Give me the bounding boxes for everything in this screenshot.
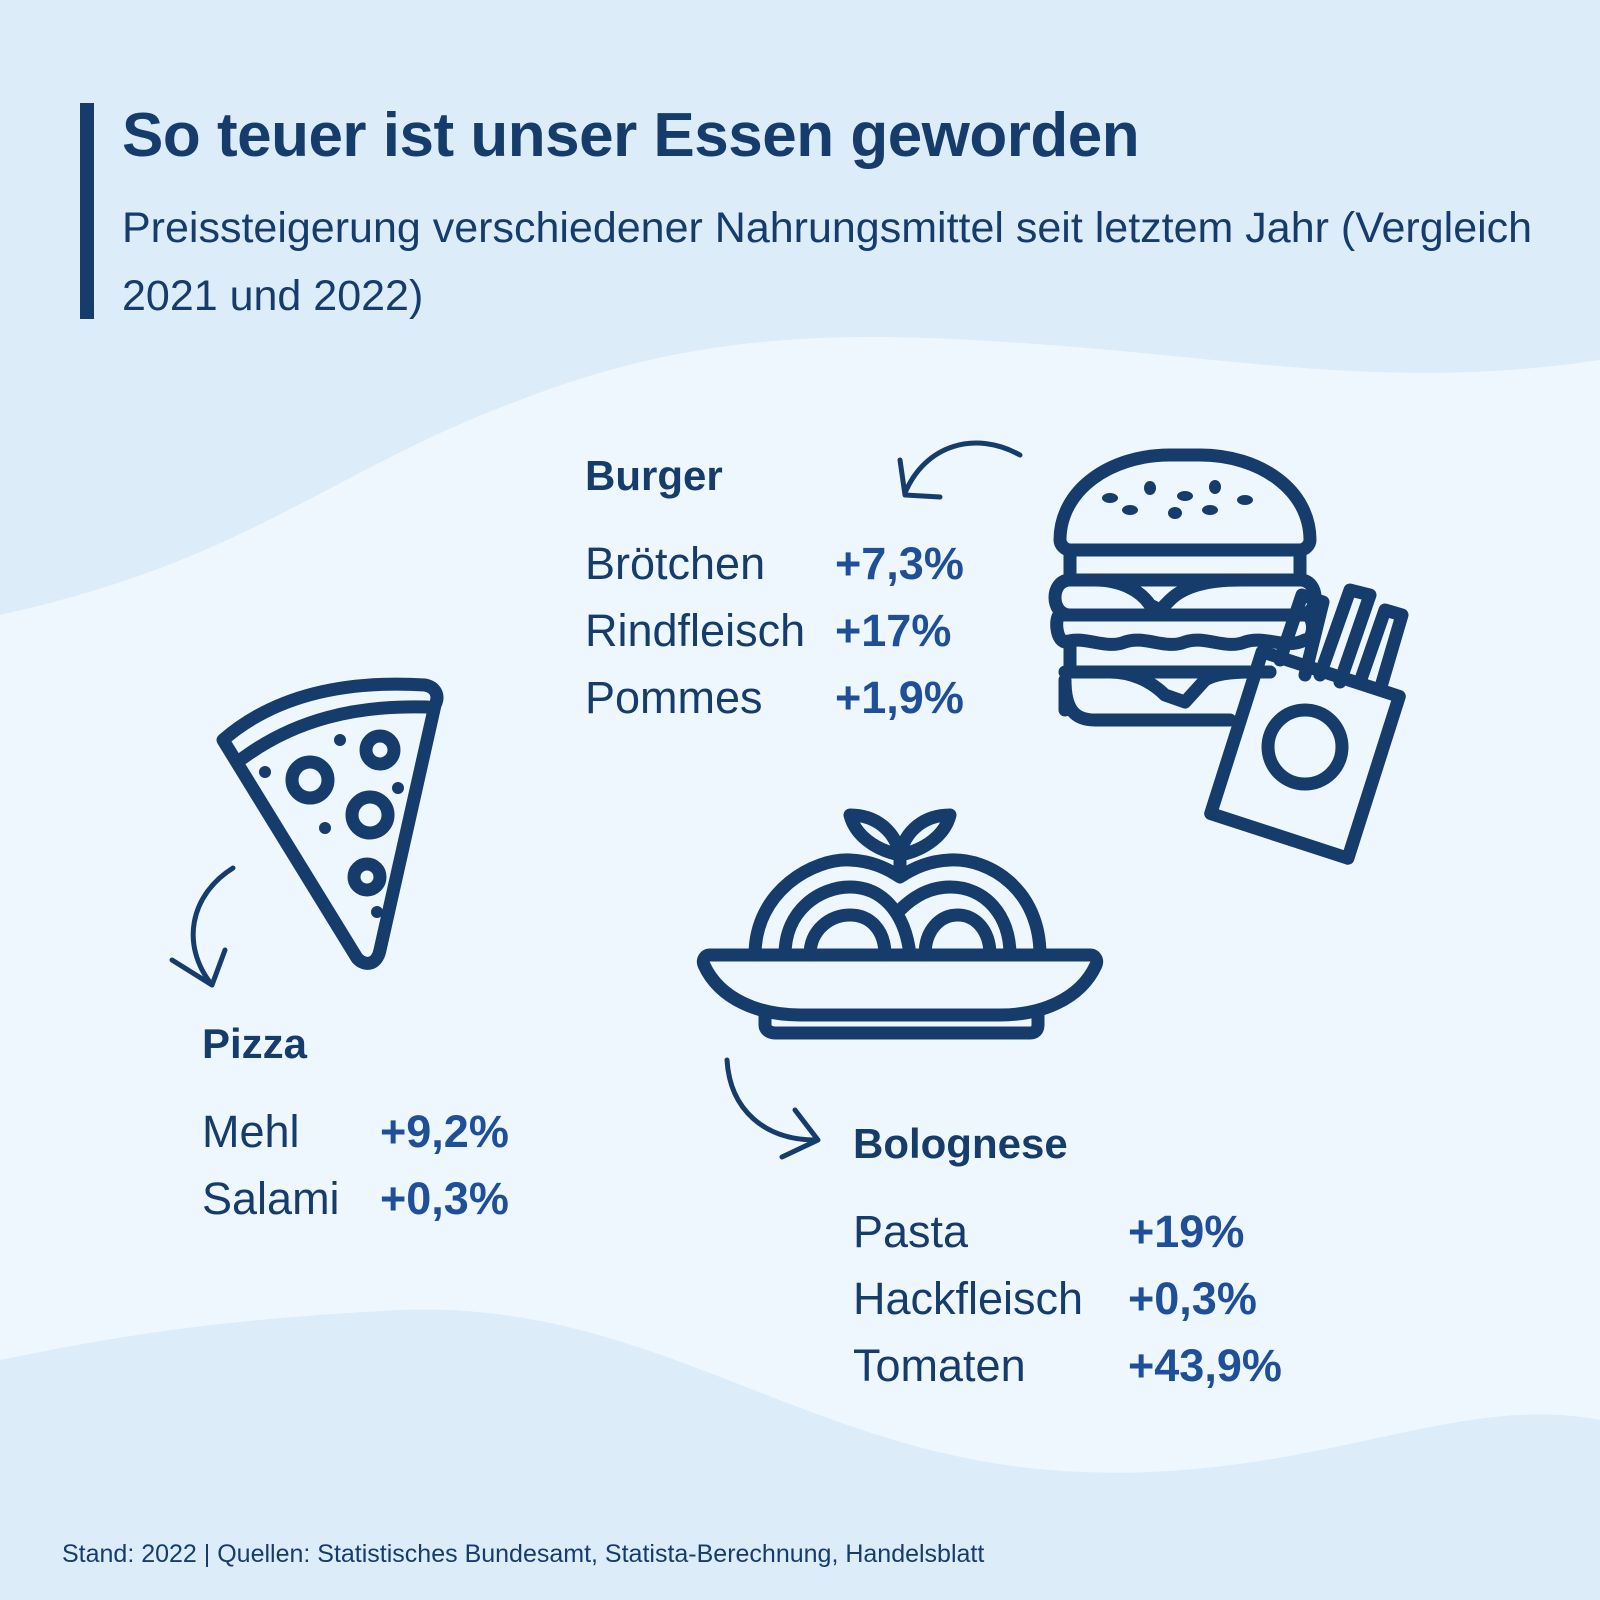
arrow-pizza-icon (169, 865, 236, 988)
page-title: So teuer ist unser Essen geworden (122, 101, 1140, 170)
item-value: +1,9% (835, 671, 964, 723)
source-footer: Stand: 2022 | Quellen: Statistisches Bun… (62, 1540, 985, 1568)
item-label: Mehl (202, 1105, 300, 1157)
list-item: Pasta +19% (853, 1198, 1282, 1265)
list-item: Rindfleisch +17% (585, 597, 964, 664)
item-value: +17% (835, 604, 952, 656)
item-value: +0,3% (1128, 1272, 1257, 1324)
item-label: Pasta (853, 1205, 969, 1257)
arrow-bolognese-icon (724, 1057, 821, 1160)
item-label: Hackfleisch (853, 1272, 1084, 1324)
item-value: +43,9% (1128, 1339, 1282, 1391)
item-value: +7,3% (835, 537, 964, 589)
item-label: Tomaten (853, 1339, 1026, 1391)
bolognese-list: Pasta +19% Hackfleisch +0,3% Tomaten +43,9% (853, 1198, 1282, 1399)
item-label: Rindfleisch (585, 604, 806, 656)
arrow-burger-icon (897, 440, 1023, 500)
item-label: Brötchen (585, 537, 766, 589)
item-label: Pommes (585, 671, 763, 723)
item-value: +9,2% (380, 1105, 509, 1157)
item-value: +19% (1128, 1205, 1245, 1257)
pizza-list: Mehl +9,2% Salami +0,3% (202, 1098, 509, 1232)
list-item: Pommes +1,9% (585, 664, 964, 731)
page-subtitle: Preissteigerung verschiedener Nahrungsmi… (122, 204, 1533, 320)
group-title-pizza: Pizza (202, 1020, 308, 1067)
group-title-burger: Burger (585, 452, 723, 499)
group-title-bolognese: Bolognese (853, 1120, 1068, 1167)
burger-list: Brötchen +7,3% Rindfleisch +17% Pommes +1,9… (585, 530, 964, 731)
list-item: Salami +0,3% (202, 1165, 509, 1232)
pasta-plate-icon (696, 808, 1104, 1040)
list-item: Tomaten +43,9% (853, 1332, 1282, 1399)
list-item: Mehl +9,2% (202, 1098, 509, 1165)
list-item: Hackfleisch +0,3% (853, 1265, 1282, 1332)
title-accent-bar (80, 103, 94, 319)
list-item: Brötchen +7,3% (585, 530, 964, 597)
item-value: +0,3% (380, 1172, 509, 1224)
item-label: Salami (202, 1172, 340, 1224)
burger-fries-icon (1048, 448, 1409, 865)
pizza-slice-icon (216, 677, 444, 970)
